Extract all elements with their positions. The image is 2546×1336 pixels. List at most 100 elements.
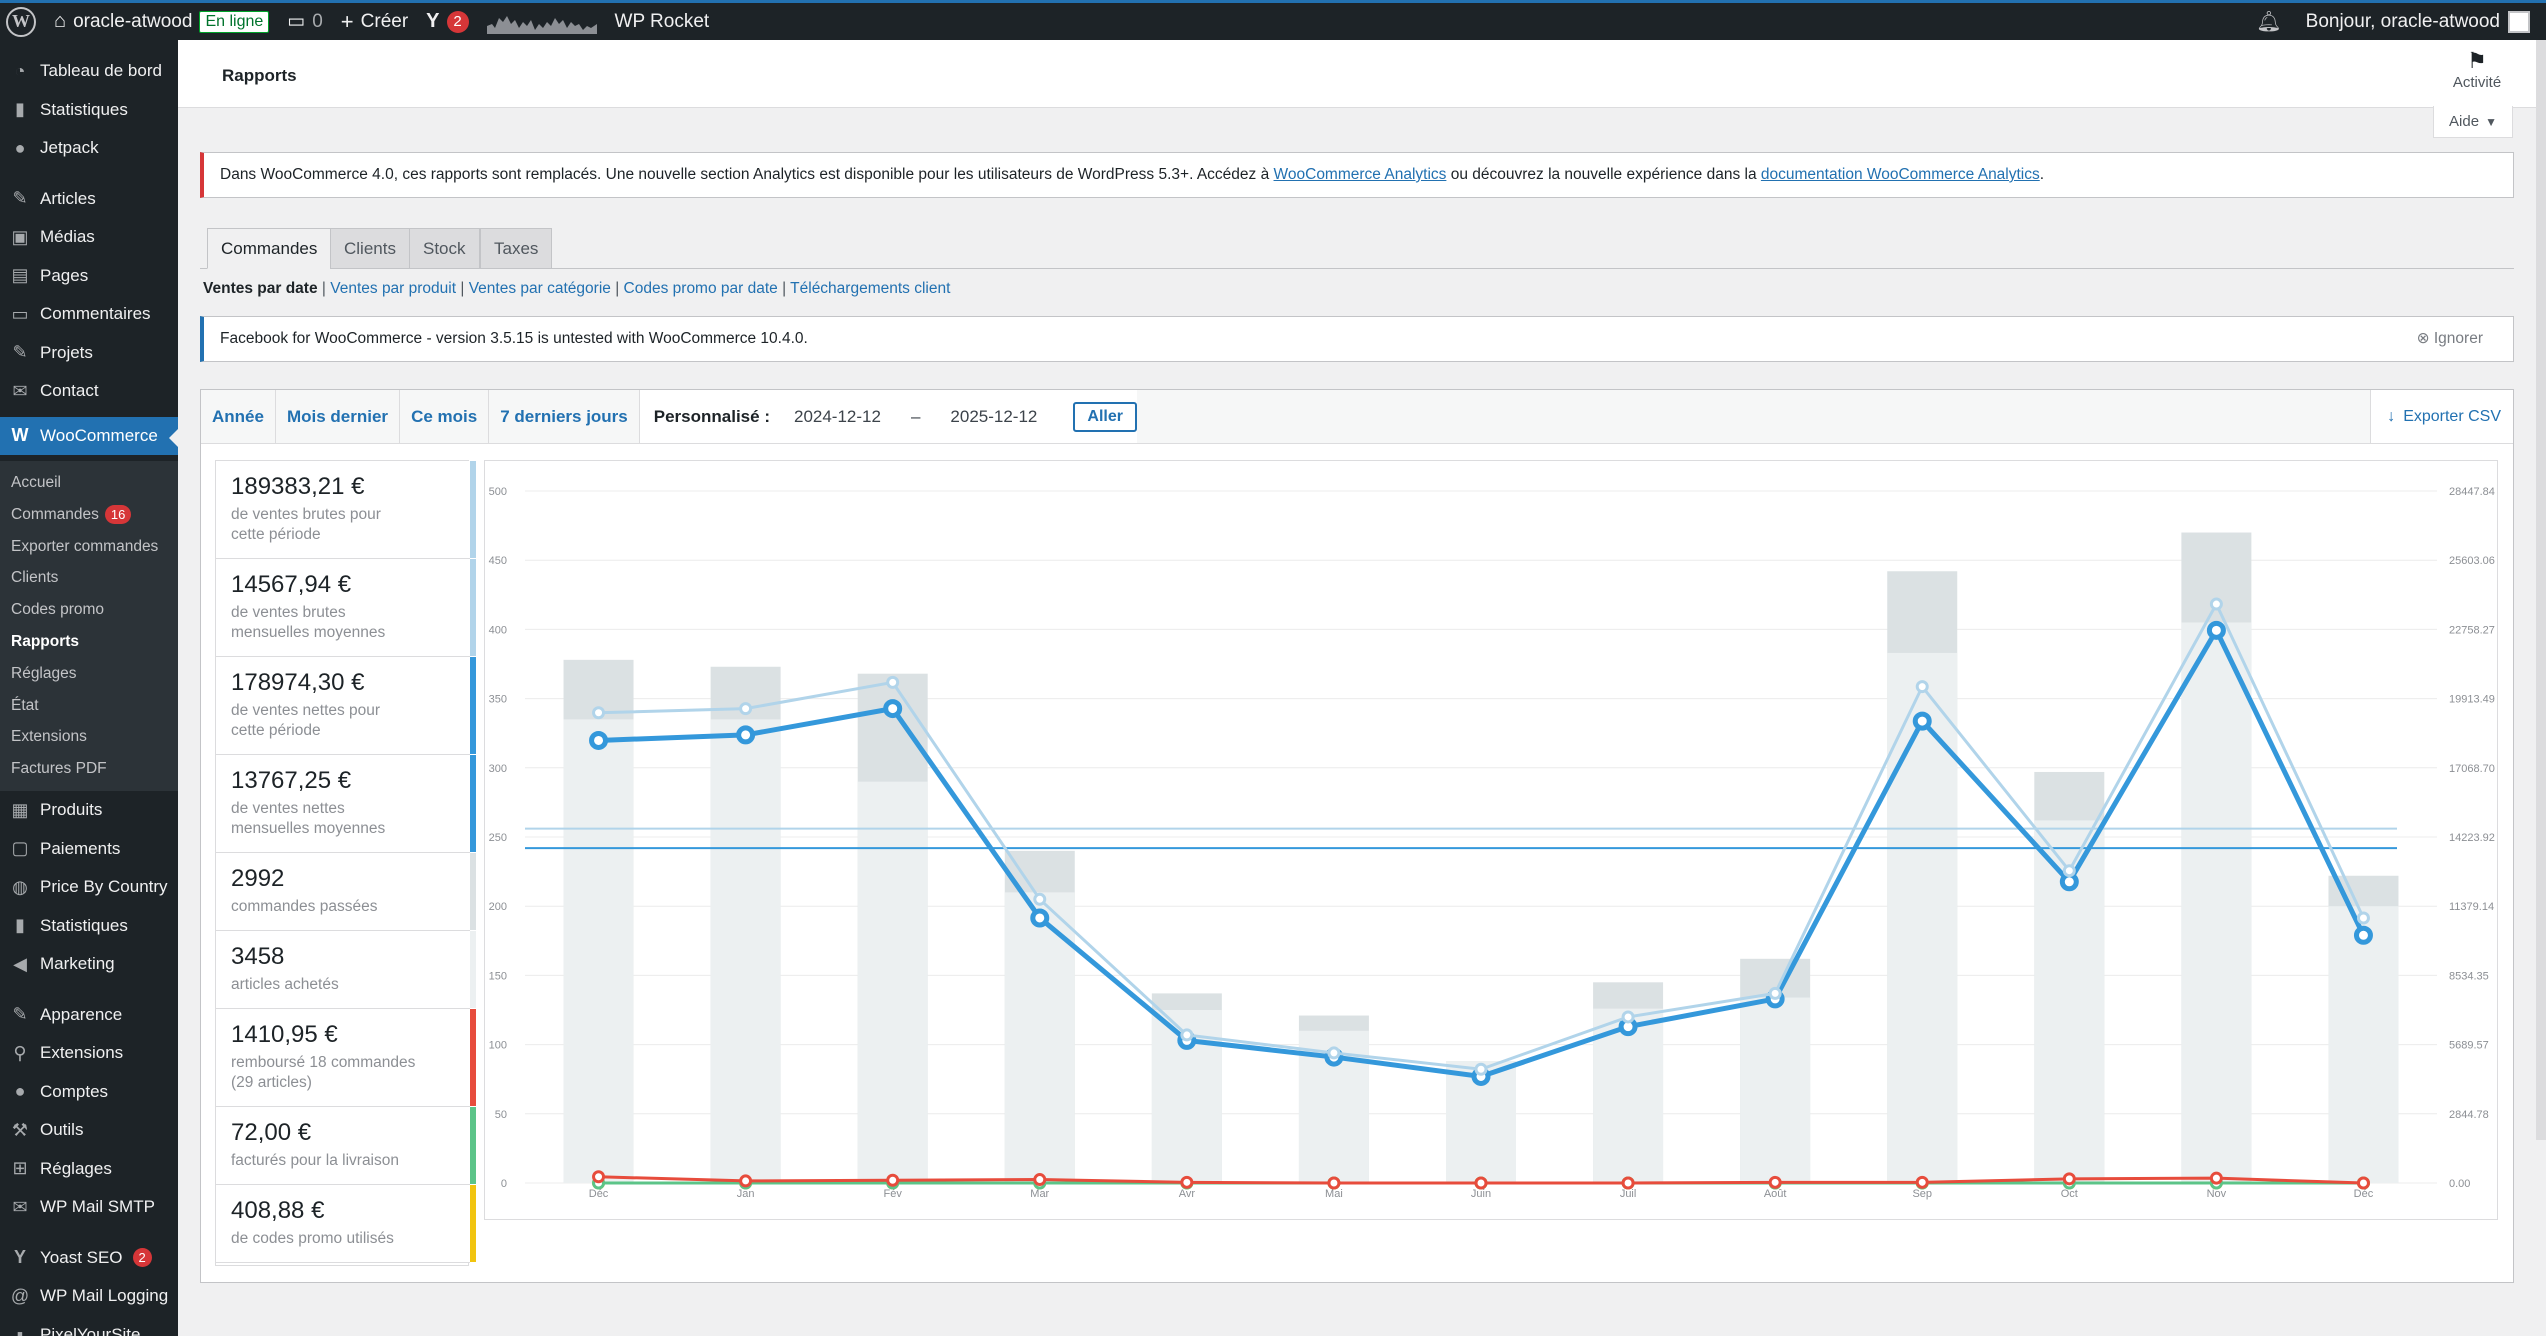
- menu-plugins[interactable]: ⚲ Extensions: [0, 1034, 178, 1073]
- submenu-status[interactable]: État: [0, 690, 178, 722]
- export-csv-button[interactable]: ↓ Exporter CSV: [2370, 390, 2513, 443]
- menu-projects[interactable]: ✎ Projets: [0, 334, 178, 373]
- notice-bold: Facebook for WooCommerce: [220, 330, 423, 347]
- new-content-menu[interactable]: + Créer: [332, 2, 417, 42]
- range-year[interactable]: Année: [201, 390, 276, 443]
- data-point: [2062, 864, 2076, 878]
- menu-tools[interactable]: ⚒ Outils: [0, 1111, 178, 1150]
- subnav-current[interactable]: Ventes par date: [203, 280, 318, 297]
- submenu-settings[interactable]: Réglages: [0, 658, 178, 690]
- pages-icon: ▤: [11, 265, 29, 286]
- right-tick-label: 28447.84: [2449, 486, 2495, 498]
- submenu-label: État: [11, 696, 39, 714]
- end-date-input[interactable]: 2025-12-12: [950, 406, 1038, 426]
- wp-rocket-menu[interactable]: WP Rocket: [606, 2, 719, 42]
- menu-wp-mail-smtp[interactable]: ✉ WP Mail SMTP: [0, 1188, 178, 1227]
- data-point: [1033, 892, 1047, 906]
- stats-sparkline[interactable]: [478, 2, 606, 42]
- legend-item[interactable]: 2992 commandes passées: [216, 853, 476, 931]
- legend-item[interactable]: 13767,25 € de ventes nettes mensuelles moy…: [216, 755, 476, 853]
- data-point: [1915, 1175, 1929, 1189]
- wp-menu[interactable]: W: [0, 2, 45, 42]
- menu-media[interactable]: ▣ Médias: [0, 218, 178, 257]
- menu-price-by-country[interactable]: ◍ Price By Country: [0, 868, 178, 907]
- bell-icon[interactable]: 🔔︎: [2256, 11, 2282, 33]
- submenu-pdf-invoices[interactable]: Factures PDF: [0, 753, 178, 785]
- submenu-export-orders[interactable]: Exporter commandes: [0, 531, 178, 563]
- go-button[interactable]: Aller: [1073, 401, 1137, 432]
- menu-label: Jetpack: [40, 138, 99, 158]
- menu-pixelyoursite[interactable]: ▪ PixelYourSite: [0, 1315, 178, 1336]
- menu-users[interactable]: ● Comptes: [0, 1072, 178, 1111]
- subnav-link[interactable]: Téléchargements client: [790, 280, 951, 297]
- start-date-input[interactable]: 2024-12-12: [793, 406, 881, 426]
- menu-stats[interactable]: ▮ Statistiques: [0, 91, 178, 130]
- yoast-menu[interactable]: Y 2: [417, 2, 477, 42]
- analytics-docs-link[interactable]: documentation WooCommerce Analytics: [1760, 166, 2040, 183]
- subnav-link[interactable]: Codes promo par date: [623, 280, 778, 297]
- menu-contact[interactable]: ✉ Contact: [0, 372, 178, 411]
- scrollbar[interactable]: [2536, 40, 2546, 1140]
- jetpack-icon: ●: [14, 137, 26, 158]
- legend-label: mensuelles moyennes: [231, 820, 386, 837]
- yoast-sidebar-badge: 2: [132, 1248, 152, 1268]
- brush-icon: ✎: [12, 1004, 28, 1025]
- analytics-link[interactable]: WooCommerce Analytics: [1273, 166, 1447, 183]
- activity-button[interactable]: ⚑ Activité: [2442, 48, 2512, 91]
- menu-comments[interactable]: ▭ Commentaires: [0, 295, 178, 334]
- bar: [2181, 622, 2252, 1183]
- legend-item[interactable]: 72,00 € facturés pour la livraison: [216, 1107, 476, 1185]
- legend-item[interactable]: 178974,30 € de ventes nettes pour cette pé…: [216, 657, 476, 755]
- wrench-icon: ⚒: [11, 1119, 29, 1140]
- subnav-link[interactable]: Ventes par catégorie: [468, 280, 611, 297]
- range-this-month[interactable]: Ce mois: [400, 390, 490, 443]
- menu-yoast[interactable]: Y Yoast SEO 2: [0, 1238, 178, 1277]
- menu-appearance[interactable]: ✎ Apparence: [0, 995, 178, 1034]
- data-point: [739, 1174, 753, 1188]
- menu-label: Articles: [40, 188, 96, 208]
- yoast-icon: Y: [426, 10, 440, 32]
- menu-wp-mail-logging[interactable]: @ WP Mail Logging: [0, 1277, 178, 1316]
- legend-item[interactable]: 1410,95 € remboursé 18 commandes (29 artic…: [216, 1009, 476, 1107]
- menu-statistics[interactable]: ▮ Statistiques: [0, 906, 178, 945]
- submenu-customers[interactable]: Clients: [0, 562, 178, 594]
- range-last-month[interactable]: Mois dernier: [276, 390, 401, 443]
- tab-stock[interactable]: Stock: [409, 228, 480, 269]
- menu-products[interactable]: ▦ Produits: [0, 791, 178, 830]
- dismiss-button[interactable]: ⊗ Ignorer: [2417, 317, 2483, 361]
- my-account[interactable]: Bonjour, oracle-atwood: [2306, 10, 2530, 33]
- menu-marketing[interactable]: ◀ Marketing: [0, 945, 178, 984]
- submenu-home[interactable]: Accueil: [0, 467, 178, 499]
- tab-taxes[interactable]: Taxes: [480, 228, 553, 269]
- menu-payments[interactable]: ▢ Paiements: [0, 829, 178, 868]
- legend-color-swatch: [470, 755, 476, 852]
- legend-item[interactable]: 189383,21 € de ventes brutes pour cette pé…: [216, 461, 476, 559]
- site-name-link[interactable]: ⌂ oracle-atwood En ligne: [45, 2, 278, 42]
- tab-customers[interactable]: Clients: [330, 228, 410, 269]
- right-tick-label: 5689.57: [2449, 1040, 2489, 1052]
- menu-woocommerce[interactable]: W WooCommerce: [0, 416, 178, 455]
- menu-jetpack[interactable]: ● Jetpack: [0, 129, 178, 168]
- sparkline-icon: [486, 15, 597, 34]
- menu-posts[interactable]: ✎ Articles: [0, 180, 178, 219]
- submenu-coupons[interactable]: Codes promo: [0, 594, 178, 626]
- comments-link[interactable]: ▭ 0: [278, 2, 332, 42]
- submenu-extensions[interactable]: Extensions: [0, 721, 178, 753]
- menu-label: WooCommerce: [40, 425, 158, 445]
- subnav-link[interactable]: Ventes par produit: [330, 280, 457, 297]
- bar: [1740, 997, 1811, 1183]
- menu-dashboard[interactable]: ◔ Tableau de bord: [0, 52, 178, 91]
- submenu-reports[interactable]: Rapports: [0, 626, 178, 658]
- menu-settings[interactable]: ⊞ Réglages: [0, 1149, 178, 1188]
- range-last-7-days[interactable]: 7 derniers jours: [489, 390, 640, 443]
- legend-item[interactable]: 14567,94 € de ventes brutes mensuelles moy…: [216, 559, 476, 657]
- data-point: [1621, 1176, 1635, 1190]
- tab-orders[interactable]: Commandes: [207, 228, 332, 269]
- menu-pages[interactable]: ▤ Pages: [0, 257, 178, 296]
- legend-item[interactable]: 408,88 € de codes promo utilisés: [216, 1185, 476, 1263]
- submenu-orders[interactable]: Commandes 16: [0, 499, 178, 531]
- help-tab[interactable]: Aide ▼: [2433, 106, 2513, 138]
- legend-item[interactable]: 3458 articles achetés: [216, 931, 476, 1009]
- data-point: [1033, 1173, 1047, 1187]
- at-icon: @: [10, 1285, 30, 1306]
